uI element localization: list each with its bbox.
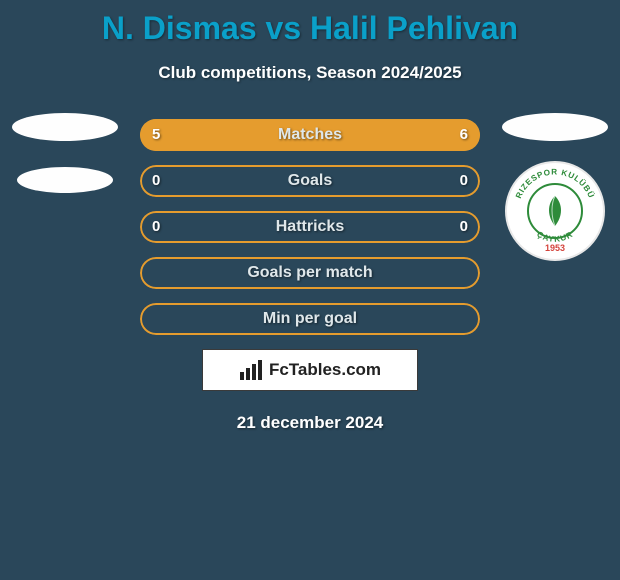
bar-value-left: 0 [152, 211, 160, 243]
stat-bar: Goals per match [140, 257, 480, 289]
subtitle: Club competitions, Season 2024/2025 [0, 63, 620, 83]
left-badge-1 [12, 113, 118, 141]
brand-box: FcTables.com [202, 349, 418, 391]
bar-value-right: 0 [460, 165, 468, 197]
bar-label: Matches [140, 119, 480, 151]
stat-bar: Hattricks0 0 [140, 211, 480, 243]
right-badge-1 [502, 113, 608, 141]
leaf-icon [543, 194, 567, 228]
stat-bar: Goals0 0 [140, 165, 480, 197]
bar-value-left: 0 [152, 165, 160, 197]
stat-bar: Matches5 6 [140, 119, 480, 151]
bar-label: Goals [140, 165, 480, 197]
brand-bars-icon [239, 360, 263, 380]
bar-value-right: 0 [460, 211, 468, 243]
bar-label: Min per goal [140, 303, 480, 335]
stat-bar: Min per goal [140, 303, 480, 335]
right-club-badge: RIZESPOR KULÜBÜ ÇAYKUR 1953 [505, 161, 605, 261]
stat-bars: Matches56Goals00Hattricks00Goals per mat… [140, 119, 480, 335]
club-badge-year: 1953 [507, 243, 603, 253]
date-line: 21 december 2024 [0, 413, 620, 433]
page-title: N. Dismas vs Halil Pehlivan [0, 0, 620, 47]
brand-text: FcTables.com [269, 360, 381, 380]
bar-label: Goals per match [140, 257, 480, 289]
club-badge-inner [527, 183, 583, 239]
right-player-badges: RIZESPOR KULÜBÜ ÇAYKUR 1953 [490, 113, 620, 261]
comparison-content: RIZESPOR KULÜBÜ ÇAYKUR 1953 Matches5 6 Goa… [0, 119, 620, 335]
bar-value-right: 6 [460, 119, 468, 151]
left-player-badges [0, 113, 130, 193]
left-badge-2 [17, 167, 113, 193]
bar-label: Hattricks [140, 211, 480, 243]
bar-value-left: 5 [152, 119, 160, 151]
